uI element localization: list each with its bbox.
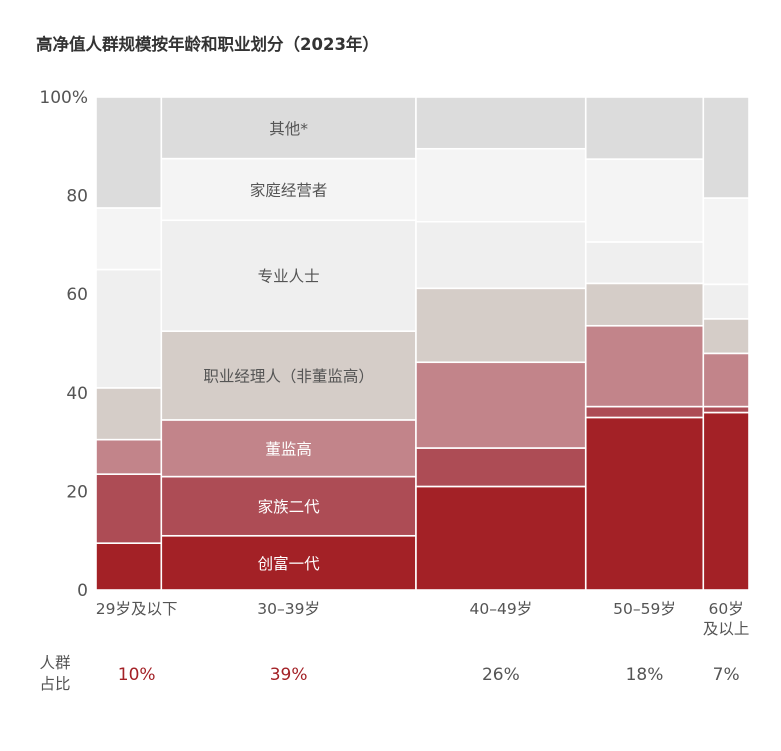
segment-label-7: 其他* [269,120,308,138]
population-share-row: 人群占比 10% 39% 26% 18% 7% [39,654,739,693]
segment-3-5 [415,220,587,290]
share-value-5: 7% [713,665,740,685]
y-axis: 0 20 40 60 80 100% [39,88,88,601]
segment-5-6 [702,197,750,286]
share-value-4: 18% [626,665,664,685]
share-row-label-line: 人群 [39,654,70,672]
segment-4-2 [584,405,705,419]
segment-4-3 [584,324,705,408]
segment-5-5 [702,283,750,320]
segment-4-7 [584,96,705,160]
y-tick-label-5: 80 [66,187,88,207]
segment-1-2 [95,473,163,544]
segment-5-1 [702,411,750,591]
segment-label-4: 职业经理人（非董监高） [203,368,374,386]
y-tick-label-3: 40 [66,384,88,404]
share-row-label-line: 占比 [39,675,70,693]
share-value-2: 39% [270,665,308,685]
segment-2-5 [160,219,417,332]
x-tick-label-line: 40–49岁 [470,600,533,618]
y-tick-label-1: 0 [77,581,88,601]
x-tick-label-line: 30–39岁 [257,600,320,618]
segment-5-3 [702,352,750,408]
x-tick-label-3: 40–49岁 [470,600,533,618]
segment-2-7 [160,96,417,160]
x-tick-label-line: 29岁及以下 [96,600,178,618]
segment-4-4 [584,282,705,327]
x-tick-label-4: 50–59岁 [613,600,676,618]
segment-5-7 [702,96,750,199]
segment-2-2 [160,475,417,537]
segment-1-5 [95,268,163,389]
x-tick-label-5: 60岁及以上 [703,600,750,638]
segment-2-6 [160,157,417,222]
segment-1-1 [95,542,163,591]
y-tick-label-2: 20 [66,482,88,502]
x-tick-label-1: 29岁及以下 [96,600,178,618]
x-axis: 29岁及以下 30–39岁 40–49岁 50–59岁 60岁及以上 [96,600,750,638]
y-tick-label-6: 100% [39,88,88,108]
x-tick-label-line: 及以上 [703,620,750,638]
segment-label-6: 家庭经营者 [250,181,328,199]
segment-2-1 [160,534,417,591]
share-row-label: 人群占比 [39,654,70,693]
segment-4-1 [584,416,705,591]
segment-3-7 [415,96,587,150]
segment-label-3: 董监高 [265,440,312,458]
share-value-3: 26% [482,665,520,685]
segment-4-6 [584,158,705,243]
segment-3-1 [415,485,587,591]
segment-label-2: 家族二代 [258,498,321,516]
segment-label-5: 专业人士 [258,268,320,286]
y-tick-label-4: 60 [66,285,88,305]
share-value-1: 10% [118,665,156,685]
x-tick-label-line: 60岁 [709,600,744,618]
segment-label-1: 创富一代 [258,555,321,573]
segment-1-4 [95,387,163,441]
segment-1-6 [95,207,163,271]
segment-1-7 [95,96,163,209]
segment-3-3 [415,361,587,449]
x-tick-label-2: 30–39岁 [257,600,320,618]
segment-2-4 [160,330,417,421]
segment-5-4 [702,318,750,355]
chart-title: 高净值人群规模按年龄和职业划分（2023年） [36,34,379,54]
segment-3-2 [415,447,587,488]
segment-4-5 [584,241,705,285]
segment-3-4 [415,287,587,364]
plot-area: 创富一代 家族二代 董监高 职业经理人（非董监高） 专业人士 家庭经营者 其他* [95,96,750,591]
segment-3-6 [415,147,587,223]
segment-1-3 [95,438,163,475]
segment-5-2 [702,405,750,414]
x-tick-label-line: 50–59岁 [613,600,676,618]
